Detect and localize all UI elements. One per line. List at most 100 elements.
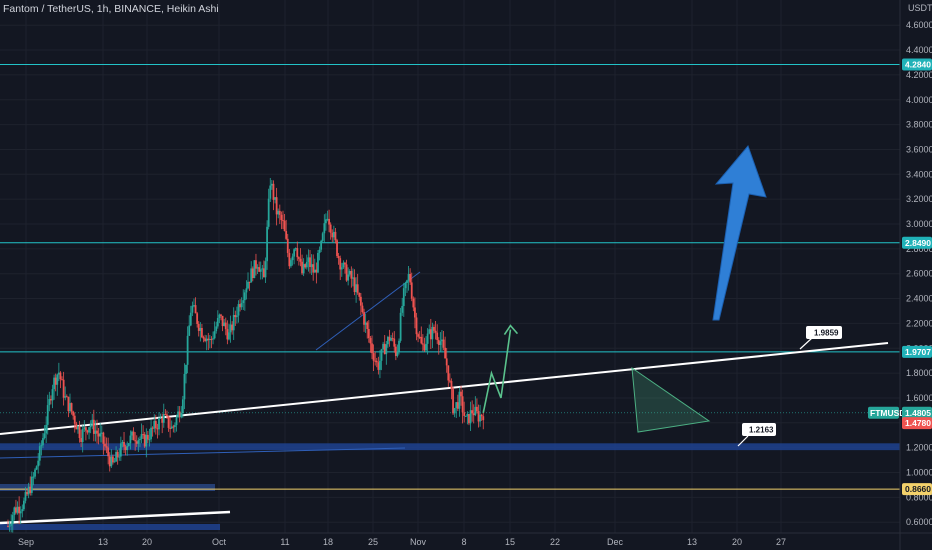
candle-body [207,338,210,341]
candle-body [105,446,108,448]
candle-body [309,257,311,267]
candle-body [361,305,364,313]
support-zone [0,443,900,451]
candle-body [201,328,203,338]
price-tick-label: 1.6000 [906,393,932,403]
candle-body [353,277,356,293]
candle-body [331,232,334,238]
price-tick-label: 0.6000 [906,517,932,527]
candle-body [437,340,440,345]
time-tick-label: Sep [18,537,34,547]
callout-box[interactable] [806,326,842,339]
candle-body [92,419,95,434]
candle-body [369,338,372,344]
candle-body [224,322,227,330]
candle-body [293,249,296,257]
candle-body [447,365,450,381]
candle-body [404,283,407,289]
candle-body [280,214,283,221]
symbol-tag-text: FTMUSDT [870,408,911,418]
candle-body [245,288,248,293]
support-zone-bottom [0,524,220,530]
candle-body [154,420,157,429]
callout-label: 1.9859 [814,329,839,338]
candle-body [205,338,208,342]
level-price-tag-text: 0.8660 [905,484,931,494]
candle-body [264,261,267,278]
candle-body [99,433,102,437]
price-tick-label: 3.4000 [906,169,932,179]
candle-body [251,268,254,279]
candle-body [22,500,25,510]
candle-body [296,248,299,258]
candle-body [139,438,141,441]
candle-body [255,260,257,269]
candle-body [27,486,30,495]
candle-body [59,372,62,380]
candle-body [16,506,19,513]
candle-body [323,223,326,234]
candle-body [218,314,221,319]
candle-body [132,431,135,441]
candle-body [388,336,391,341]
candle-body [326,218,329,220]
candle-body [315,269,318,273]
candle-body [317,252,319,273]
big-up-arrow-icon[interactable] [712,145,767,321]
candle-body [153,420,156,429]
candle-body [258,267,261,272]
candle-body [302,264,305,274]
candle-body [304,264,307,268]
candle-body [150,427,152,440]
candle-body [328,218,330,225]
candle-body [256,267,259,269]
symbol-tag [868,406,899,419]
lower-trendline[interactable] [0,510,231,525]
time-axis[interactable]: Sep 13 20 Oct 11 18 25 Nov 8 15 22 Dec 13 20 27 [0,532,932,547]
candle-body [18,506,21,514]
candle-body [19,511,22,514]
candle-body [108,456,111,467]
candle-body [161,417,164,423]
price-tick-label: 0.8000 [906,492,932,502]
horizontal-levels [0,63,900,490]
drawings: 1.9859 1.2163 [482,145,842,447]
candle-body [226,329,229,340]
candle-body [363,312,365,325]
rising-trendline[interactable] [0,342,889,435]
candle-body [263,268,265,278]
candle-body [445,358,448,366]
candle-body [24,491,27,501]
candle-body [11,515,14,525]
candle-body [50,399,52,401]
candle-body [382,343,385,350]
candle-body [240,303,243,308]
candle-body [472,413,475,416]
candle-body [196,313,199,324]
candle-body [345,264,348,281]
candle-body [131,431,133,436]
candle-body [169,427,172,429]
candle-body [37,460,40,467]
candle-body [277,210,280,215]
candle-body [367,328,370,339]
candle-body [290,260,292,267]
candle-body [143,434,146,447]
low-price-tag [902,417,932,430]
time-tick-label: 20 [732,537,742,547]
symbol-title: Fantom / TetherUS, 1h, BINANCE, Heikin A… [3,3,219,15]
candle-body [180,412,183,418]
candle-body [77,426,79,430]
projection-path[interactable] [482,329,512,414]
candle-body [337,255,340,259]
candle-body [407,274,410,281]
candle-body [242,300,245,304]
triangle-pattern[interactable] [631,366,711,433]
candle-body [32,476,35,478]
callout-box[interactable] [742,423,776,436]
price-tick-label: 4.2000 [906,70,932,80]
candle-body [129,435,132,444]
candle-body [140,434,143,439]
candle-body [40,445,43,447]
